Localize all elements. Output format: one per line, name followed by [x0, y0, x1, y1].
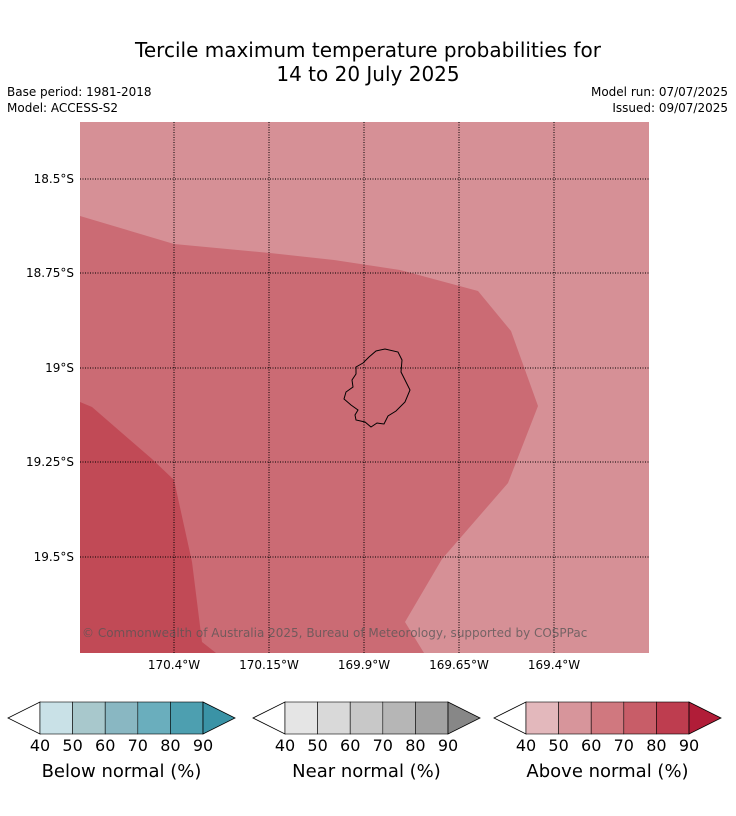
meta-left: Base period: 1981-2018 Model: ACCESS-S2 [7, 84, 152, 116]
colorbar-near-segment [415, 701, 449, 735]
lat-label-1: 18.5°S [33, 172, 74, 186]
colorbar-below-segment [170, 701, 204, 735]
colorbar-above-tick: 90 [678, 736, 700, 755]
lat-label-2: 18.75°S [26, 266, 74, 280]
colorbar-below-segment [137, 701, 171, 735]
colorbar-near-max-extension [447, 701, 481, 735]
copyright-notice: © Commonwealth of Australia 2025, Bureau… [82, 626, 588, 640]
colorbar-above-tick: 50 [548, 736, 569, 755]
probability-map [80, 122, 649, 653]
colorbar-above-segment [590, 701, 625, 735]
colorbar-above-min-extension [493, 701, 527, 735]
colorbar-near-min-extension [252, 701, 286, 735]
colorbar-near-tick: 90 [437, 736, 459, 755]
colorbar-above-segment [558, 701, 592, 735]
lon-label-3: 169.9°W [337, 658, 391, 672]
model-name: Model: ACCESS-S2 [7, 101, 119, 115]
lon-label-5: 169.4°W [527, 658, 581, 672]
colorbar-below-min-extension [7, 701, 41, 735]
lat-label-4: 19.25°S [26, 455, 74, 469]
colorbar-near-segment [317, 701, 351, 735]
colorbar-above-tick: 60 [581, 736, 602, 755]
title-line-2: 14 to 20 July 2025 [276, 62, 460, 86]
lat-label-5: 19.5°S [33, 550, 74, 564]
lon-label-2: 170.15°W [239, 658, 299, 672]
lon-label-4: 169.65°W [429, 658, 489, 672]
colorbar-near-segment [382, 701, 416, 735]
colorbar-below-tick: 40 [29, 736, 51, 755]
colorbar-below-segment [72, 701, 106, 735]
colorbar-near-tick: 80 [405, 736, 426, 755]
zone-above-70-80 [80, 402, 216, 653]
colorbar-above-segment [525, 701, 559, 735]
colorbar-above [493, 701, 722, 735]
colorbar-near-label: Near normal (%) [292, 761, 441, 782]
colorbar-near-tick: 70 [372, 736, 393, 755]
lat-label-3: 19°S [45, 361, 74, 375]
title-line-1: Tercile maximum temperature probabilitie… [135, 38, 601, 62]
colorbar-above-segment [623, 701, 657, 735]
issued-date: Issued: 09/07/2025 [612, 101, 728, 115]
colorbar-near-tick: 60 [340, 736, 361, 755]
zone-above-60-70 [80, 216, 538, 653]
colorbar-below-tick: 80 [160, 736, 181, 755]
colorbar-above-label: Above normal (%) [526, 761, 689, 782]
colorbar-below-max-extension [202, 701, 236, 735]
colorbar-near-segment [284, 701, 318, 735]
colorbar-above-segment [656, 701, 690, 735]
colorbar-above-tick: 40 [515, 736, 537, 755]
colorbar-below-tick: 70 [127, 736, 148, 755]
base-period: Base period: 1981-2018 [7, 85, 152, 99]
meta-right: Model run: 07/07/2025 Issued: 09/07/2025 [591, 84, 728, 116]
colorbar-below-segment [39, 701, 73, 735]
colorbar-below-tick: 50 [62, 736, 83, 755]
colorbar-above-tick: 70 [613, 736, 634, 755]
colorbar-legend [7, 701, 722, 735]
map-title: Tercile maximum temperature probabilitie… [0, 38, 736, 86]
colorbar-below-label: Below normal (%) [41, 761, 202, 782]
colorbar-below [7, 701, 236, 735]
grid-lines [80, 122, 649, 653]
colorbar-below-tick: 60 [95, 736, 116, 755]
model-run: Model run: 07/07/2025 [590, 85, 728, 99]
colorbar-near [252, 701, 481, 735]
colorbar-near-segment [349, 701, 384, 735]
lon-label-1: 170.4°W [147, 658, 201, 672]
island-coastline [343, 348, 411, 428]
colorbar-above-tick: 80 [646, 736, 667, 755]
colorbar-below-segment [104, 701, 139, 735]
colorbar-near-tick: 40 [274, 736, 296, 755]
colorbar-above-max-extension [688, 701, 722, 735]
colorbar-below-tick: 90 [192, 736, 214, 755]
colorbar-near-tick: 50 [307, 736, 328, 755]
